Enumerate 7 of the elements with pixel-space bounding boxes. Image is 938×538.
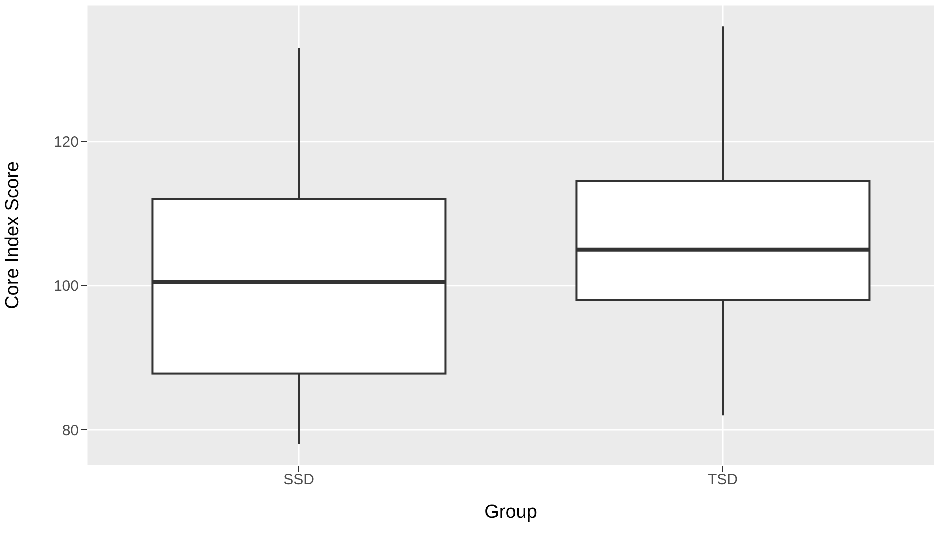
y-tick-label: 100 bbox=[54, 278, 79, 296]
x-tick-label: TSD bbox=[708, 472, 738, 489]
y-tick-label: 80 bbox=[62, 422, 79, 440]
x-axis-title: Group bbox=[484, 502, 538, 523]
y-tick-label: 120 bbox=[54, 134, 79, 152]
x-tick-label: SSD bbox=[284, 472, 315, 489]
y-axis-title: Core Index Score bbox=[2, 162, 24, 310]
